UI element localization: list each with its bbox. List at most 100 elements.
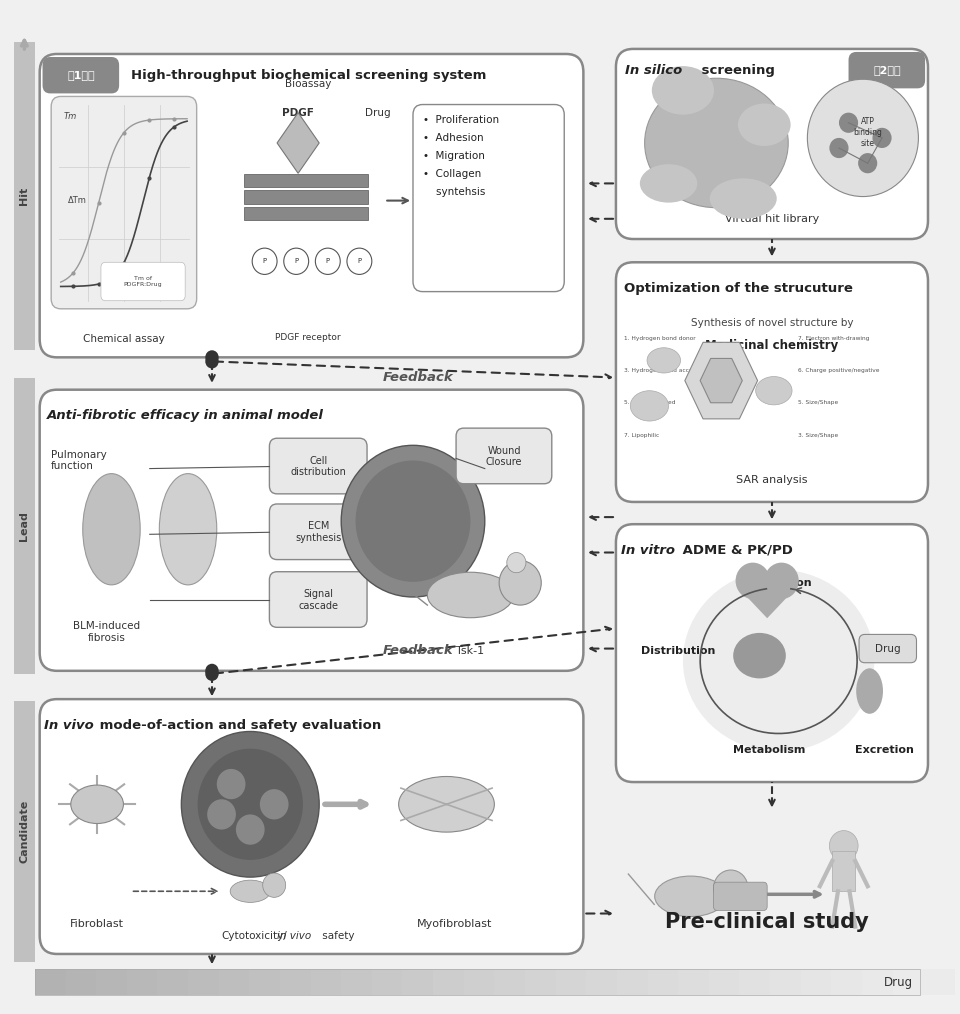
Text: Candidate: Candidate: [19, 800, 30, 863]
Circle shape: [217, 769, 246, 799]
Ellipse shape: [71, 785, 124, 823]
Text: Myofibroblast: Myofibroblast: [417, 919, 492, 929]
Text: 7. Lipophilic: 7. Lipophilic: [624, 433, 659, 438]
Ellipse shape: [652, 66, 714, 115]
Bar: [832, 851, 855, 891]
Bar: [250, 969, 281, 996]
Circle shape: [236, 814, 265, 845]
Text: Fibroblast: Fibroblast: [70, 919, 124, 929]
Text: Tsk-1: Tsk-1: [456, 646, 485, 656]
Bar: [65, 969, 97, 996]
Circle shape: [858, 153, 877, 173]
Text: •  Proliferation
•  Adhesion
•  Migration
•  Collagen
    syntehsis: • Proliferation • Adhesion • Migration •…: [422, 115, 498, 197]
FancyBboxPatch shape: [101, 263, 185, 301]
Text: Wound
Closure: Wound Closure: [486, 445, 522, 467]
Bar: [280, 969, 312, 996]
Text: Cytotoxicity/: Cytotoxicity/: [222, 931, 287, 941]
Circle shape: [260, 789, 289, 819]
Text: Tm of
PDGFR:Drug: Tm of PDGFR:Drug: [124, 276, 162, 287]
Polygon shape: [738, 588, 796, 619]
Circle shape: [829, 830, 858, 861]
Bar: [188, 969, 220, 996]
Text: Pre-clinical study: Pre-clinical study: [665, 912, 869, 932]
Circle shape: [207, 799, 236, 829]
Text: Feedback: Feedback: [382, 371, 453, 383]
Circle shape: [499, 561, 541, 605]
Text: 5. Sp3 hybridized: 5. Sp3 hybridized: [624, 401, 675, 406]
Circle shape: [355, 460, 470, 582]
Text: Optimization of the strucuture: Optimization of the strucuture: [624, 282, 852, 295]
Ellipse shape: [647, 348, 681, 373]
Text: Metabolism: Metabolism: [732, 744, 805, 754]
Bar: [372, 969, 403, 996]
FancyBboxPatch shape: [616, 524, 928, 782]
Text: PDGF receptor: PDGF receptor: [275, 333, 341, 342]
Circle shape: [205, 664, 219, 678]
Text: 5. Size/Shape: 5. Size/Shape: [798, 401, 838, 406]
Ellipse shape: [230, 880, 271, 902]
FancyBboxPatch shape: [713, 882, 767, 911]
Circle shape: [341, 445, 485, 597]
Bar: [13, 701, 35, 962]
Text: P: P: [325, 259, 330, 265]
Circle shape: [839, 113, 858, 133]
Text: PDGF: PDGF: [282, 107, 314, 118]
FancyBboxPatch shape: [456, 428, 552, 484]
Circle shape: [205, 350, 219, 364]
Bar: [402, 969, 434, 996]
Text: Signal
cascade: Signal cascade: [299, 589, 338, 610]
Bar: [13, 377, 35, 674]
Circle shape: [205, 667, 219, 681]
Text: 3. Size/Shape: 3. Size/Shape: [798, 433, 838, 438]
Text: mode-of-action and safety evaluation: mode-of-action and safety evaluation: [95, 719, 381, 732]
Ellipse shape: [856, 668, 883, 714]
Text: ATP
binding
site: ATP binding site: [853, 118, 882, 148]
FancyBboxPatch shape: [51, 96, 197, 309]
Text: safety: safety: [319, 931, 354, 941]
Bar: [587, 969, 618, 996]
Bar: [708, 969, 740, 996]
FancyBboxPatch shape: [42, 57, 119, 93]
Bar: [556, 969, 588, 996]
Text: P: P: [263, 259, 267, 265]
Text: In vivo: In vivo: [44, 719, 94, 732]
Text: ΔTm: ΔTm: [68, 196, 87, 205]
Polygon shape: [684, 343, 757, 419]
FancyBboxPatch shape: [849, 52, 925, 88]
Ellipse shape: [645, 78, 788, 208]
Bar: [831, 969, 863, 996]
Circle shape: [735, 563, 770, 599]
Text: ADME & PK/PD: ADME & PK/PD: [678, 544, 793, 557]
Text: Drug: Drug: [883, 975, 913, 989]
Text: Synthesis of novel structure by: Synthesis of novel structure by: [690, 318, 853, 328]
FancyBboxPatch shape: [270, 572, 367, 628]
Bar: [127, 969, 158, 996]
Text: Medicinal chemistry: Medicinal chemistry: [706, 339, 839, 352]
Circle shape: [263, 873, 286, 897]
Ellipse shape: [683, 570, 875, 751]
FancyBboxPatch shape: [859, 635, 917, 663]
Text: screening: screening: [697, 64, 775, 77]
Text: In vitro: In vitro: [621, 544, 675, 557]
Text: Distribution: Distribution: [641, 646, 715, 656]
Bar: [494, 969, 526, 996]
Bar: [35, 969, 921, 996]
Ellipse shape: [756, 376, 792, 405]
Circle shape: [764, 563, 799, 599]
Ellipse shape: [640, 164, 697, 203]
Text: Drug: Drug: [875, 644, 900, 654]
Bar: [464, 969, 495, 996]
Bar: [862, 969, 894, 996]
Text: Pulmonary
function: Pulmonary function: [51, 449, 107, 472]
Text: High-throughput biochemical screening system: High-throughput biochemical screening sy…: [131, 69, 486, 82]
Circle shape: [807, 79, 919, 197]
Ellipse shape: [398, 777, 494, 832]
Ellipse shape: [427, 572, 514, 618]
Text: 7. Electron with-drawing: 7. Electron with-drawing: [798, 336, 869, 341]
Bar: [244, 174, 368, 188]
Text: Lead: Lead: [19, 511, 30, 540]
Polygon shape: [277, 113, 319, 173]
Bar: [96, 969, 128, 996]
FancyBboxPatch shape: [270, 504, 367, 560]
Ellipse shape: [631, 390, 668, 421]
